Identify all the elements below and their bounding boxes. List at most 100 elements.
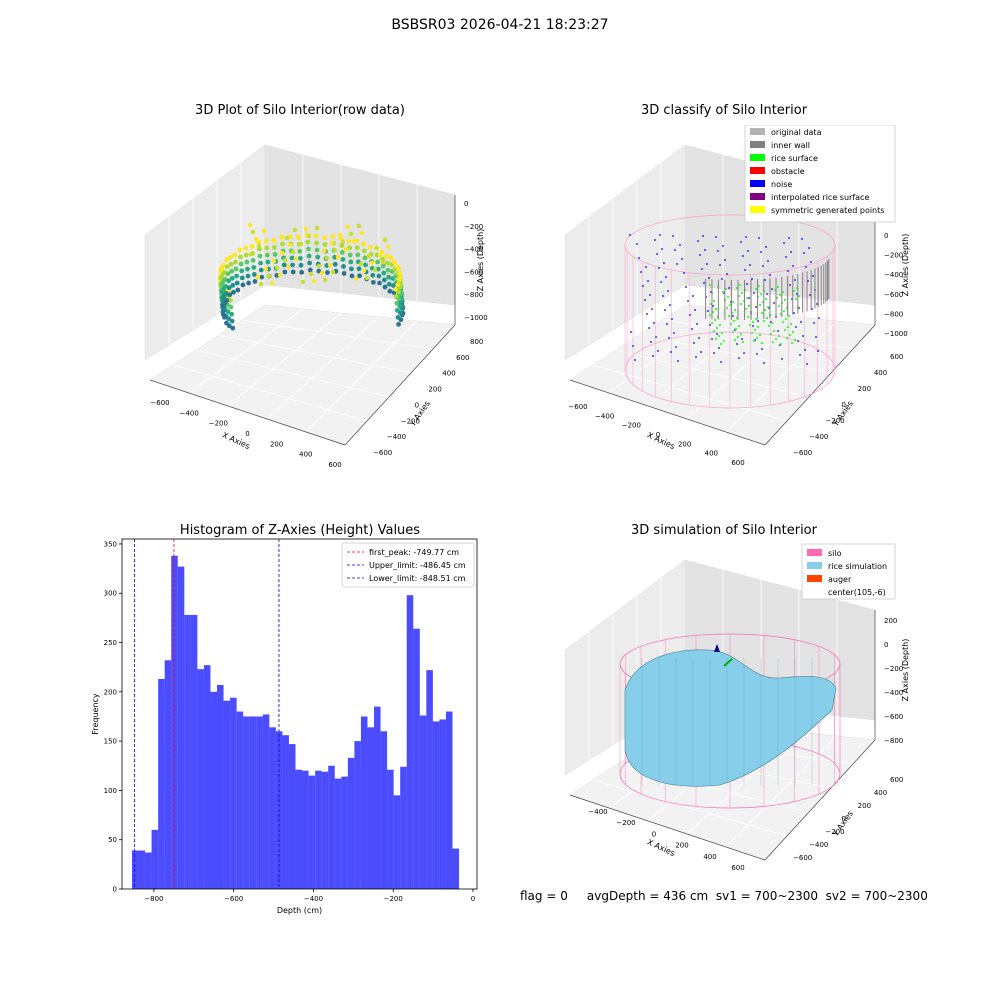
x-tick-label: 600 <box>731 459 744 467</box>
noise-point <box>802 335 804 337</box>
noise-point <box>803 252 805 254</box>
histogram-bar <box>177 566 185 889</box>
data-point <box>274 265 280 271</box>
data-point <box>377 280 382 286</box>
y-tick-label: 0 <box>842 815 846 823</box>
rice-surface-point <box>753 328 757 332</box>
data-point <box>290 249 296 255</box>
data-point <box>366 253 372 259</box>
z-tick-label: −600 <box>884 713 903 721</box>
data-point <box>224 297 230 303</box>
noise-point <box>703 282 705 284</box>
histogram-bar <box>184 614 191 889</box>
noise-point <box>764 279 766 281</box>
noise-point <box>692 295 694 297</box>
data-point <box>394 307 400 313</box>
data-point <box>263 238 269 244</box>
data-point <box>228 304 234 310</box>
histogram-bar <box>256 716 263 889</box>
x-tick-label: 0 <box>652 830 656 838</box>
simulation-3d-plot: −400−2000200400600−600−400−2000200400600… <box>564 543 910 872</box>
rice-surface-point <box>770 321 774 325</box>
noise-point <box>777 330 779 332</box>
rice-surface-point <box>717 334 721 338</box>
noise-point <box>741 338 743 340</box>
rice-surface-point <box>721 290 725 294</box>
y-tick-label: 250 <box>104 639 117 647</box>
y-tick-label: −600 <box>793 854 812 862</box>
rice-surface-point <box>720 331 724 335</box>
rice-surface-point <box>786 325 790 329</box>
grid-line <box>725 735 838 848</box>
data-point <box>381 270 387 276</box>
rice-surface-point <box>751 320 755 324</box>
data-point <box>357 273 362 279</box>
rice-surface-point <box>732 319 736 323</box>
data-point <box>226 278 231 284</box>
histogram-bar <box>164 660 172 889</box>
legend-label-0: original data <box>771 128 822 137</box>
noise-point <box>666 323 668 325</box>
data-point <box>322 277 328 283</box>
data-point <box>358 261 364 267</box>
rice-surface-point <box>750 331 754 335</box>
y-tick-label: 0 <box>415 401 419 409</box>
legend-label-4: noise <box>771 180 792 189</box>
histogram-bar <box>210 691 218 889</box>
histogram-bar <box>138 850 146 889</box>
rice-surface-point <box>715 326 719 330</box>
noise-point <box>659 234 661 236</box>
noise-point <box>816 303 818 305</box>
data-point <box>306 253 312 259</box>
noise-point <box>807 280 809 282</box>
noise-point <box>695 356 697 358</box>
rice-surface-point <box>765 316 769 320</box>
raw-data-plot-title: 3D Plot of Silo Interior(row data) <box>195 103 405 118</box>
rice-surface-point <box>760 341 764 345</box>
data-point <box>385 260 390 266</box>
noise-point <box>744 269 746 271</box>
y-tick-label: −400 <box>809 841 828 849</box>
y-tick-label: 0 <box>113 886 117 894</box>
x-tick-label: 400 <box>299 451 312 459</box>
rice-surface-point <box>758 303 762 307</box>
data-point <box>282 269 288 275</box>
z-tick-label: −800 <box>884 737 903 745</box>
noise-point <box>738 357 740 359</box>
noise-point <box>669 304 671 306</box>
data-point <box>396 266 402 271</box>
rice-surface-point <box>712 329 716 333</box>
noise-point <box>761 348 763 350</box>
histogram-title: Histogram of Z-Axies (Height) Values <box>179 523 421 538</box>
histogram-bar <box>426 670 433 889</box>
noise-point <box>640 271 642 273</box>
noise-point <box>818 317 820 319</box>
noise-point <box>706 263 708 265</box>
data-point <box>290 262 295 268</box>
y-tick-label: 200 <box>858 385 871 393</box>
data-point <box>299 269 305 275</box>
noise-point <box>769 274 771 276</box>
data-point <box>347 245 353 251</box>
histogram-bar <box>354 741 361 889</box>
rice-surface-point <box>781 320 785 324</box>
data-point <box>259 274 265 280</box>
data-point <box>256 239 262 245</box>
z-axis-label: Z Axies (Depth) <box>901 639 910 702</box>
z-tick-label: −200 <box>464 223 483 231</box>
noise-point <box>800 321 802 323</box>
rice-surface-point <box>714 307 718 311</box>
noise-point <box>728 287 730 289</box>
rice-surface-point <box>739 332 743 336</box>
x-tick-label: 400 <box>703 853 716 861</box>
rice-surface-point <box>754 287 758 291</box>
rice-surface-point <box>778 293 782 297</box>
noise-point <box>746 283 748 285</box>
data-point <box>340 239 346 245</box>
histogram-bar <box>131 850 139 889</box>
noise-point <box>767 260 769 262</box>
x-tick-label: −800 <box>144 895 163 903</box>
rice-surface-point <box>739 302 743 306</box>
data-point <box>224 320 229 326</box>
data-point <box>375 259 381 265</box>
